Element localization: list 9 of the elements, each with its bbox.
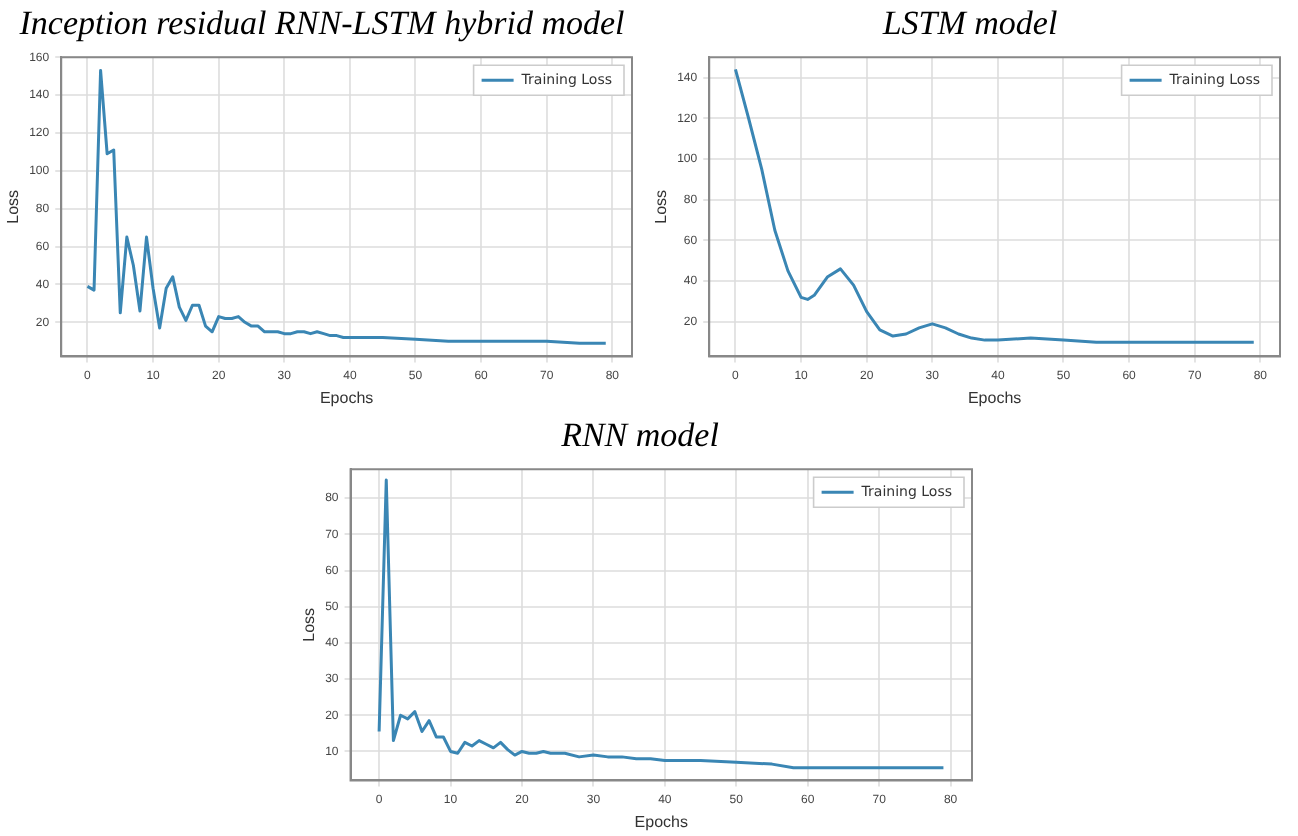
y-axis-title: Loss <box>300 607 319 642</box>
y-axis-title: Loss <box>4 189 23 224</box>
x-axis-title: Epochs <box>967 388 1022 407</box>
y-axis-title: Loss <box>652 189 671 224</box>
chart-title: RNN model <box>559 416 721 456</box>
chart-title: LSTM model <box>880 4 1060 44</box>
x-axis-title: Epochs <box>634 812 688 831</box>
chart-title: Inception residual RNN-LSTM hybrid model <box>17 4 627 44</box>
x-axis-title: Epochs <box>319 388 374 407</box>
